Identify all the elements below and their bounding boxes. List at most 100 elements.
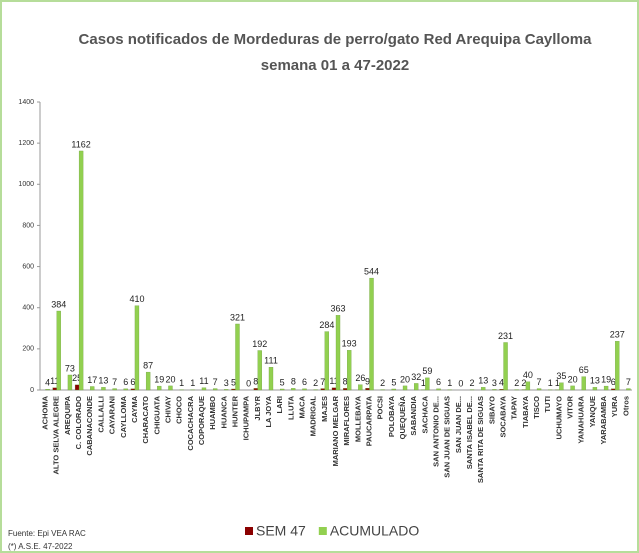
bar [45, 389, 50, 391]
value-label: 73 [65, 363, 75, 373]
bar [503, 342, 508, 391]
note: (*) A.S.E. 47-2022 [8, 542, 73, 551]
x-tick-label: CAYMA [130, 395, 139, 422]
x-tick-label: CAYLLOMA [119, 395, 128, 437]
value-label: 32 [411, 372, 421, 382]
bar [112, 388, 117, 391]
x-tick-label: YARABAMBA [599, 395, 608, 444]
value-label: 7 [626, 377, 631, 387]
x-tick-label: CABANACONDE [85, 396, 94, 456]
value-label: 4 [45, 378, 50, 388]
value-label: 19 [601, 374, 611, 384]
value-label: 1 [447, 378, 452, 388]
y-tick-label: 1200 [18, 140, 34, 147]
value-label: 1162 [71, 139, 90, 149]
x-tick-label: SANTA ISABEL DE... [465, 396, 474, 469]
bar [603, 385, 609, 391]
value-label: 13 [478, 376, 488, 386]
x-tick-label: COCACHACRA [186, 395, 195, 450]
value-label: 5 [280, 377, 285, 387]
legend-label: SEM 47 [256, 523, 306, 539]
bar [391, 388, 397, 391]
x-tick-label: SAN JUAN DE SIGUAS [443, 396, 452, 478]
y-tick-label: 1400 [18, 99, 34, 106]
chart-subtitle: semana 01 a 47-2022 [261, 57, 409, 74]
value-label: 7 [320, 377, 325, 387]
value-label: 410 [129, 294, 144, 304]
bar [358, 384, 363, 391]
value-label: 25 [72, 373, 82, 383]
value-label: 384 [51, 299, 66, 309]
value-label: 231 [498, 331, 513, 341]
bar [626, 388, 631, 391]
value-label: 26 [355, 373, 365, 383]
value-label: 20 [400, 374, 410, 384]
value-label: 284 [319, 320, 334, 330]
bar [365, 387, 370, 391]
bar [581, 376, 586, 391]
bar [168, 385, 173, 391]
bar [67, 374, 73, 391]
x-tick-label: MACA [297, 395, 306, 418]
value-label: 7 [213, 377, 218, 387]
x-tick-label: MIRAFLORES [342, 396, 351, 446]
x-tick-label: LARI [275, 396, 284, 414]
bar [335, 315, 341, 391]
bar [402, 385, 408, 391]
value-label: 11 [199, 376, 208, 386]
x-tick-label: TISCO [532, 396, 541, 419]
x-tick-label: SACHACA [420, 395, 429, 433]
chart-title: Casos notificados de Mordeduras de perro… [79, 31, 593, 48]
bar [201, 387, 207, 391]
value-label: 2 [313, 378, 318, 388]
value-label: 20 [165, 374, 175, 384]
value-label: 2 [514, 378, 519, 388]
x-tick-label: COPORAQUE [197, 396, 206, 445]
value-label: 20 [568, 374, 578, 384]
bar [347, 350, 352, 391]
value-label: 1 [555, 378, 560, 388]
bar [257, 350, 262, 391]
x-tick-label: POCSI [376, 396, 385, 419]
value-label: 5 [231, 377, 236, 387]
x-tick-label: MADRIGAL [309, 396, 318, 437]
value-label: 4 [499, 378, 504, 388]
value-label: 321 [230, 312, 245, 322]
value-label: 8 [291, 377, 296, 387]
x-tick-label: AREQUIPA [63, 395, 72, 435]
value-label: 0 [458, 378, 463, 388]
bar [235, 323, 240, 391]
value-label: 1 [179, 378, 184, 388]
legend-swatch [318, 527, 327, 535]
bar [331, 387, 337, 391]
x-tick-label: Otros [621, 396, 630, 416]
value-label: 11 [329, 376, 338, 386]
x-tick-label: LLUTA [286, 395, 295, 420]
x-tick-label: VITOR [566, 395, 575, 418]
value-label: 2 [521, 378, 526, 388]
x-tick-label: ALTO SELVA ALEGRE [52, 396, 61, 474]
x-tick-label: CHIVAY [163, 396, 172, 423]
x-tick-label: POLOBAYA [387, 395, 396, 437]
bar [342, 388, 348, 391]
x-tick-label: HUNTER [230, 395, 239, 427]
bar [559, 382, 564, 391]
value-label: 193 [342, 339, 357, 349]
value-label: 13 [590, 376, 600, 386]
value-label: 2 [380, 378, 385, 388]
bar [615, 341, 620, 391]
value-label: 19 [154, 374, 164, 384]
bar [570, 385, 575, 391]
bar [90, 386, 95, 391]
bar [74, 384, 80, 391]
x-tick-label: TAPAY [510, 396, 519, 420]
x-tick-label: ICHUPAMPA [242, 395, 251, 440]
y-tick-label: 1000 [18, 181, 34, 188]
bar [212, 388, 218, 391]
value-label: 13 [98, 376, 108, 386]
x-tick-label: SANTA RITA DE SIGUAS [476, 396, 485, 483]
value-label: 11 [50, 376, 59, 386]
bar [268, 367, 274, 391]
x-tick-label: CALLALLI [96, 396, 105, 433]
